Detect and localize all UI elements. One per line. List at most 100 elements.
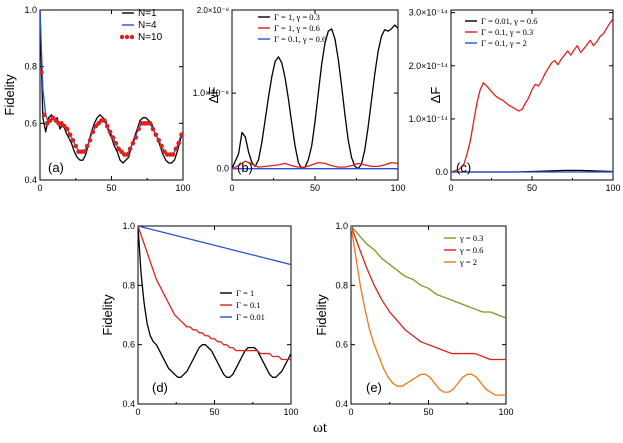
legend-marker [129, 34, 135, 40]
legend-marker [124, 34, 130, 40]
y-axis-label: ΔF [206, 87, 221, 104]
x-tick-label: 100 [498, 407, 513, 417]
x-tick-label: 0 [348, 407, 353, 417]
chart-panel-e: 0 50 100 0.4 0.6 0.8 1.0 Fidelity γ = 0.3 γ = 0.6… [314, 221, 514, 417]
x-tick-label: 100 [605, 183, 620, 193]
legend-entry: Γ = 1 [236, 288, 254, 298]
legend-entry: Γ = 0.1 [236, 300, 261, 310]
y-axis-label: Fidelity [100, 294, 115, 336]
series-group [138, 226, 291, 378]
data-point-n-10 [176, 140, 182, 146]
data-point-n-10 [50, 115, 56, 120]
legend-entry: Γ = 0.1, γ = 0.3 [481, 27, 533, 37]
y-axis-label: Fidelity [314, 294, 329, 336]
y-scale-label: 2.0×10⁻⁸ [197, 6, 229, 15]
data-point-n-10 [159, 143, 164, 149]
y-axis-label: ΔF [428, 87, 443, 104]
data-point-n-10 [102, 118, 107, 123]
series-group [351, 226, 506, 396]
data-point-n-10 [133, 135, 139, 140]
legend-entry: Γ = 0.01 [236, 312, 265, 322]
legend-entry: Γ = 0.1, γ = 0.6 [274, 34, 326, 44]
series-line-1 [351, 226, 506, 361]
series-line-2 [138, 226, 291, 266]
series-line-0 [351, 226, 506, 319]
y-tick-label: 0.8 [122, 280, 135, 290]
legend-entry: Γ = 1, γ = 0.3 [274, 12, 320, 22]
data-point-n-10 [41, 112, 47, 118]
data-point-n-10 [93, 123, 99, 129]
legend: Γ = 1 Γ = 0.1 Γ = 0.01 [220, 288, 265, 322]
data-point-n-10 [107, 129, 113, 135]
y-tick-label: 1.0 [24, 5, 37, 15]
data-point-n-10 [104, 123, 110, 129]
y-tick-label: 1.0×10⁻⁸ [193, 88, 230, 98]
data-point-n-10 [119, 149, 124, 154]
legend-entry: γ = 0.6 [459, 245, 483, 255]
y-tick-label: 0.8 [335, 280, 348, 290]
panel-label: (d) [152, 380, 168, 395]
y-tick-label: 1.0×10⁻¹⁴ [409, 114, 449, 124]
legend: γ = 0.3 γ = 0.6 γ = 2 [444, 233, 483, 267]
chart-panel-c: 0 50 100 0.0 1.0×10⁻¹⁴ 2.0×10⁻¹⁴ 3.0×10⁻¹⁴ ΔF Γ … [409, 8, 621, 193]
data-point-n-10 [130, 140, 136, 146]
legend-entry: Γ = 0.1, γ = 2 [481, 38, 527, 48]
data-point-n-10 [70, 138, 76, 143]
y-tick-label: 1.0 [335, 221, 348, 231]
data-point-n-10 [153, 132, 159, 137]
legend-entry: N=1 [138, 8, 157, 19]
data-point-n-10 [162, 149, 167, 154]
data-point-n-10 [150, 126, 156, 132]
series-line-1 [232, 160, 398, 170]
x-tick-label: 100 [283, 407, 298, 417]
x-tick-label: 0 [135, 407, 140, 417]
legend: N=1N=4N=10 [119, 8, 163, 43]
x-tick-label: 100 [390, 183, 405, 193]
data-point-n-10 [156, 138, 161, 143]
series-line-0 [232, 24, 398, 170]
panel-label: (c) [456, 160, 471, 175]
y-tick-label: 0.4 [122, 399, 135, 409]
y-tick-label: 0.0 [216, 164, 229, 174]
y-tick-label: 3.0×10⁻¹⁴ [409, 8, 449, 18]
legend-entry: γ = 2 [459, 257, 477, 267]
plot-frame [137, 225, 292, 405]
legend-entry: Γ = 0.01, γ = 0.6 [481, 16, 538, 26]
data-point-n-10 [96, 121, 101, 126]
data-point-n-10 [62, 123, 67, 129]
data-point-n-10 [40, 70, 44, 75]
data-point-n-10 [53, 118, 59, 123]
data-point-n-10 [64, 126, 70, 132]
x-tick-label: 50 [423, 407, 433, 417]
data-point-n-10 [67, 132, 73, 137]
y-tick-label: 0.6 [122, 340, 135, 350]
series-line-2 [351, 226, 506, 396]
series-group [451, 18, 613, 173]
x-tick-label: 0 [37, 183, 42, 193]
series-group [40, 10, 183, 164]
y-tick-label: 0.8 [24, 62, 37, 72]
legend-entry: N=10 [138, 32, 163, 43]
data-point-n-10 [73, 143, 79, 149]
series-group [232, 24, 398, 170]
data-point-n-10 [110, 135, 116, 140]
y-tick-label: 0.4 [24, 175, 37, 185]
chart-panel-b: 0 50 100 0.0 1.0×10⁻⁸ 2.0×10⁻⁸ ΔF Γ = 1, γ = 0.… [193, 6, 406, 193]
data-point-n-10 [136, 126, 141, 132]
data-point-n-10 [59, 121, 64, 126]
x-tick-label: 0 [448, 183, 453, 193]
legend-entry: γ = 0.3 [459, 233, 483, 243]
data-point-n-10 [173, 146, 179, 152]
y-axis-label: Fidelity [2, 74, 17, 116]
legend: Γ = 0.01, γ = 0.6Γ = 0.1, γ = 0.3Γ = 0.1… [465, 16, 538, 48]
data-point-n-10 [90, 129, 96, 135]
data-point-n-10 [179, 132, 183, 137]
y-tick-label: 1.0 [122, 221, 135, 231]
chart-panel-a: 0 50 100 0.4 0.6 0.8 1.0 Fidelity N=1N=4N=10 (a) [2, 5, 191, 193]
y-tick-label: 0.0 [435, 167, 448, 177]
data-point-n-10 [82, 149, 87, 154]
legend-marker [119, 34, 125, 40]
panel-label: (a) [48, 160, 64, 175]
x-tick-label: 50 [209, 407, 219, 417]
